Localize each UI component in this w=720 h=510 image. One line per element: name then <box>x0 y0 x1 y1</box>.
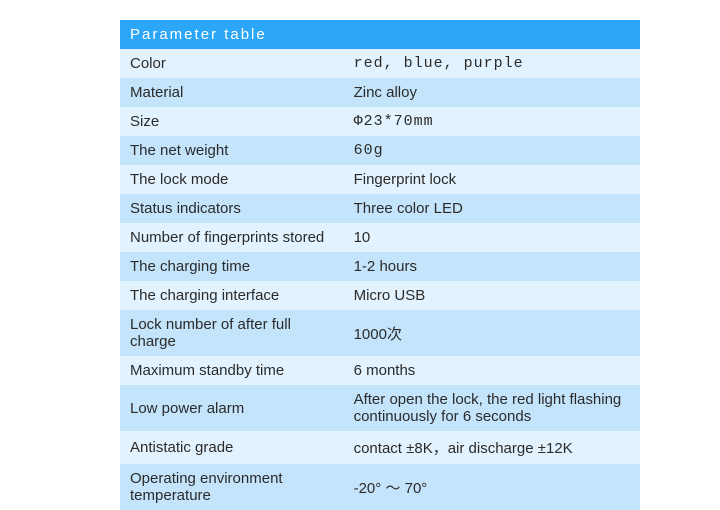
table-row: MaterialZinc alloy <box>120 78 640 107</box>
row-label: The lock mode <box>120 165 344 194</box>
row-label: Color <box>120 49 344 78</box>
row-label: Low power alarm <box>120 385 344 431</box>
table-title: Parameter table <box>120 20 640 49</box>
table-row: Operating environment temperature-20° ～ … <box>120 464 640 510</box>
row-value: Zinc alloy <box>344 78 640 107</box>
table-row: Antistatic gradecontact ±8K，air discharg… <box>120 431 640 464</box>
row-label: Operating environment temperature <box>120 464 344 510</box>
row-label: Lock number of after full charge <box>120 310 344 356</box>
table-header-row: Parameter table <box>120 20 640 49</box>
table-row: Low power alarmAfter open the lock, the … <box>120 385 640 431</box>
row-label: The net weight <box>120 136 344 165</box>
table-body: Colorred, blue, purpleMaterialZinc alloy… <box>120 49 640 510</box>
row-value: Φ23*70mm <box>344 107 640 136</box>
row-label: The charging time <box>120 252 344 281</box>
row-value: Fingerprint lock <box>344 165 640 194</box>
row-label: Antistatic grade <box>120 431 344 464</box>
row-value: -20° ～ 70° <box>344 464 640 510</box>
table-row: Colorred, blue, purple <box>120 49 640 78</box>
row-label: Maximum standby time <box>120 356 344 385</box>
row-value: 1000次 <box>344 310 640 356</box>
table-row: The net weight60g <box>120 136 640 165</box>
row-label: The charging interface <box>120 281 344 310</box>
row-value: Micro USB <box>344 281 640 310</box>
row-label: Number of fingerprints stored <box>120 223 344 252</box>
table-row: Status indicatorsThree color LED <box>120 194 640 223</box>
table-row: Lock number of after full charge1000次 <box>120 310 640 356</box>
row-label: Status indicators <box>120 194 344 223</box>
row-value: 6 months <box>344 356 640 385</box>
row-value: Three color LED <box>344 194 640 223</box>
table-row: SizeΦ23*70mm <box>120 107 640 136</box>
table-row: Maximum standby time6 months <box>120 356 640 385</box>
table-row: The charging time1-2 hours <box>120 252 640 281</box>
row-value: 1-2 hours <box>344 252 640 281</box>
row-value: 60g <box>344 136 640 165</box>
row-value: After open the lock, the red light flash… <box>344 385 640 431</box>
row-value: contact ±8K，air discharge ±12K <box>344 431 640 464</box>
table-row: The lock modeFingerprint lock <box>120 165 640 194</box>
row-value: 10 <box>344 223 640 252</box>
row-label: Size <box>120 107 344 136</box>
row-label: Material <box>120 78 344 107</box>
row-value: red, blue, purple <box>344 49 640 78</box>
table-row: The charging interfaceMicro USB <box>120 281 640 310</box>
table-row: Number of fingerprints stored10 <box>120 223 640 252</box>
parameter-table: Parameter table Colorred, blue, purpleMa… <box>120 20 640 510</box>
